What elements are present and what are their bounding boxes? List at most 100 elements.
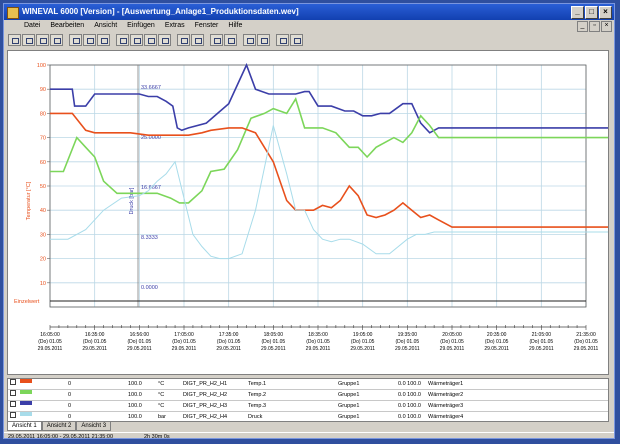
cell-name: DIGT_PR_H2_H2 (183, 392, 228, 398)
chart-panel[interactable]: 100 90 80 70 60 50 40 30 20 10 Temperatur [°C] 33.6… (7, 50, 620, 375)
dropdown2-icon[interactable] (97, 34, 110, 46)
x-tick-label: 29.05.2011 (306, 346, 331, 352)
help-icon[interactable] (290, 34, 303, 46)
doc-close-icon[interactable]: × (601, 21, 612, 32)
x-tick-label: 29.05.2011 (38, 346, 63, 352)
view-tabs: Ansicht 1 Ansicht 2 Ansicht 3 (7, 422, 112, 431)
settings-icon[interactable] (243, 34, 256, 46)
cell-range: 0.0 100.0 (398, 414, 421, 420)
maximize-icon[interactable]: □ (585, 6, 598, 19)
x-tick-label: 17:05:00 (174, 332, 194, 338)
line-chart[interactable]: 100 90 80 70 60 50 40 30 20 10 Temperatur [°C] 33.6… (8, 51, 620, 374)
save-icon[interactable] (22, 34, 35, 46)
cell-min: 0 (68, 414, 72, 420)
x-tick-label: (Do) 01.05 (262, 339, 286, 345)
status-time-range: 29.05.2011 16:05:00 - 29.05.2011 21:35:0… (8, 434, 113, 440)
row-checkbox[interactable] (10, 412, 16, 418)
tab-view-3[interactable]: Ansicht 3 (76, 422, 112, 431)
x-tick-label: 29.05.2011 (484, 346, 509, 352)
color-swatch (20, 379, 32, 383)
y-tick-label: 20 (40, 257, 46, 263)
x-tick-label: 21:35:00 (576, 332, 596, 338)
measure-icon[interactable] (224, 34, 237, 46)
row-checkbox[interactable] (10, 390, 16, 396)
dropdown-icon[interactable] (50, 34, 63, 46)
series-line-3 (50, 112, 620, 228)
y-tick-label: 30 (40, 232, 46, 238)
secondary-tick-label: 33.6667 (141, 85, 161, 91)
cell-name: DIGT_PR_H2_H4 (183, 414, 228, 420)
cell-name: DIGT_PR_H2_H1 (183, 381, 228, 387)
menu-file[interactable]: Datei (24, 22, 41, 29)
x-tick-label: 18:35:00 (308, 332, 328, 338)
x-tick-label: (Do) 01.05 (396, 339, 420, 345)
table-icon[interactable] (83, 34, 96, 46)
x-tick-label: (Do) 01.05 (217, 339, 241, 345)
zoom-fit-icon[interactable] (144, 34, 157, 46)
row-checkbox[interactable] (10, 379, 16, 385)
export-icon[interactable] (276, 34, 289, 46)
grid-icon[interactable] (177, 34, 190, 46)
tab-view-1[interactable]: Ansicht 1 (7, 422, 42, 431)
table-row[interactable]: 0 100.0 °C DIGT_PR_H2_H2 Temp.2 Gruppe1 0.0 10… (8, 390, 608, 401)
doc-restore-icon[interactable]: ▫ (589, 21, 600, 32)
cell-desc: Temp.3 (248, 403, 267, 409)
cell-group: Gruppe1 (338, 403, 360, 409)
tab-view-2[interactable]: Ansicht 2 (41, 422, 77, 431)
bottom-series-label: Einzelwert (14, 299, 40, 305)
table-row[interactable]: 0 100.0 °C DIGT_PR_H2_H3 Temp.3 Gruppe1 0.0 10… (8, 401, 608, 412)
doc-minimize-icon[interactable]: _ (577, 21, 588, 32)
marker-icon[interactable] (210, 34, 223, 46)
scroll-left-icon[interactable] (158, 34, 171, 46)
cell-min: 0 (68, 392, 72, 398)
cell-min: 0 (68, 403, 72, 409)
x-tick-label: (Do) 01.05 (83, 339, 107, 345)
channel-table[interactable]: 0 100.0 °C DIGT_PR_H2_H1 Temp.1 Gruppe1 0.0 10… (7, 378, 609, 422)
x-tick-label: (Do) 01.05 (128, 339, 152, 345)
x-tick-label: 16:56:00 (130, 332, 150, 338)
x-tick-label: 29.05.2011 (172, 346, 197, 352)
cell-desc: Temp.1 (248, 381, 267, 387)
cell-comment: Wärmeträger3 (428, 403, 464, 409)
open-icon[interactable] (8, 34, 21, 46)
cell-desc: Druck (248, 414, 263, 420)
cell-comment: Wärmeträger4 (428, 414, 464, 420)
close-icon[interactable]: × (599, 6, 612, 19)
x-tick-label: (Do) 01.05 (38, 339, 62, 345)
zoom-in-icon[interactable] (116, 34, 129, 46)
cursor-icon[interactable] (191, 34, 204, 46)
x-tick-label: 29.05.2011 (574, 346, 599, 352)
menu-edit[interactable]: Bearbeiten (50, 22, 85, 29)
refresh-icon[interactable] (257, 34, 270, 46)
x-tick-label: 29.05.2011 (216, 346, 241, 352)
x-tick-label: 16:35:00 (85, 332, 105, 338)
x-tick-label: 19:05:00 (353, 332, 373, 338)
x-tick-label: 17:35:00 (219, 332, 239, 338)
menu-insert[interactable]: Einfügen (127, 22, 155, 29)
x-tick-label: 29.05.2011 (82, 346, 107, 352)
color-swatch (20, 412, 32, 416)
cell-max: 100.0 (128, 403, 142, 409)
menu-extras[interactable]: Extras (164, 22, 185, 29)
print-icon[interactable] (36, 34, 49, 46)
zoom-out-icon[interactable] (130, 34, 143, 46)
menu-window[interactable]: Fenster (194, 22, 219, 29)
menu-view[interactable]: Ansicht (94, 22, 118, 29)
app-icon (7, 7, 19, 19)
menu-help[interactable]: Hilfe (228, 22, 243, 29)
window-controls: _ □ × (571, 6, 612, 19)
chart-icon[interactable] (69, 34, 82, 46)
cell-group: Gruppe1 (338, 381, 360, 387)
x-tick-label: (Do) 01.05 (306, 339, 330, 345)
table-row[interactable]: 0 100.0 bar DIGT_PR_H2_H4 Druck Gruppe1 0.0 10… (8, 412, 608, 421)
x-tick-label: 18:05:00 (264, 332, 284, 338)
row-checkbox[interactable] (10, 401, 16, 407)
table-row[interactable]: 0 100.0 °C DIGT_PR_H2_H1 Temp.1 Gruppe1 0.0 10… (8, 379, 608, 390)
cell-unit: °C (158, 381, 165, 387)
x-tick-label: 21:05:00 (532, 332, 552, 338)
minimize-icon[interactable]: _ (571, 6, 584, 19)
secondary-tick-label: 25.0000 (141, 135, 161, 141)
cell-group: Gruppe1 (338, 414, 360, 420)
x-tick-label: (Do) 01.05 (530, 339, 554, 345)
series-line-1 (50, 62, 620, 134)
